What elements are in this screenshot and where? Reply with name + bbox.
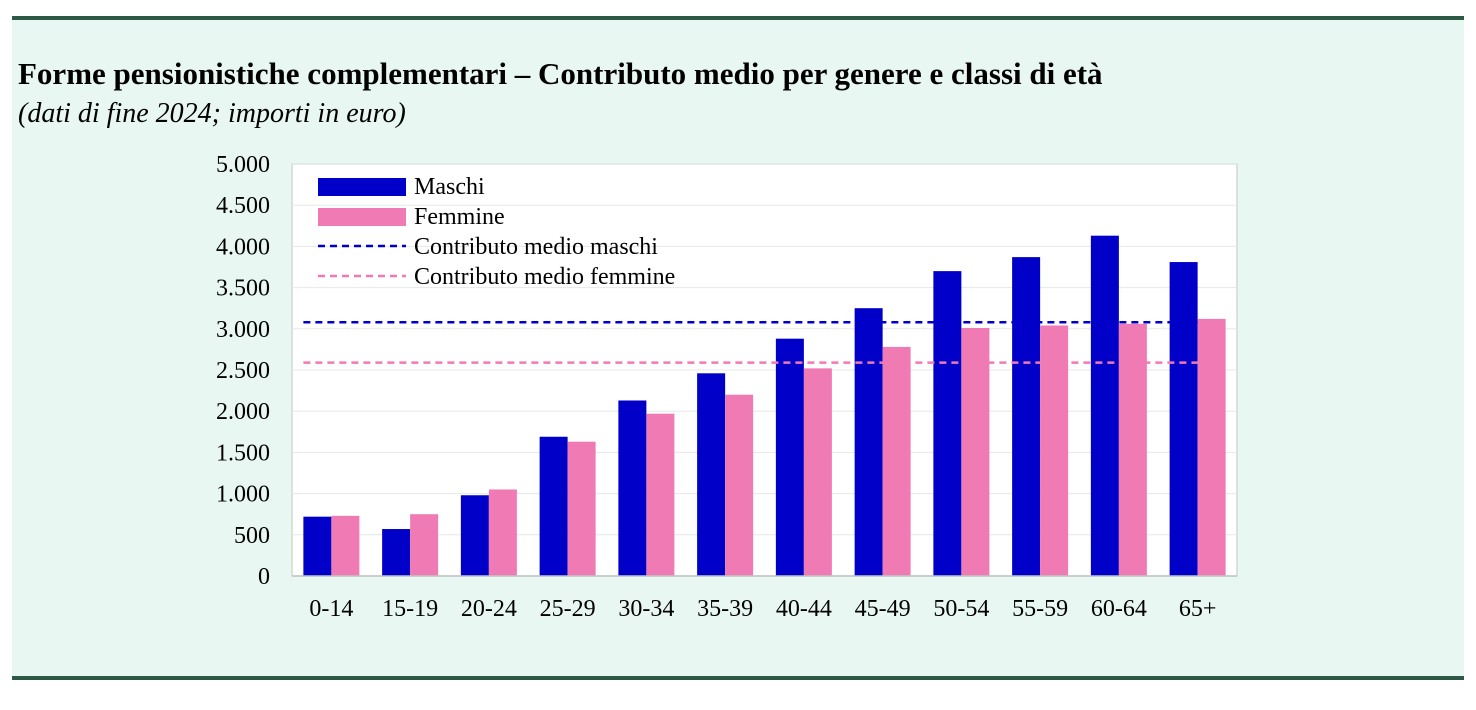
bar-femmine [882, 346, 911, 576]
y-tick-label: 2.500 [216, 358, 270, 384]
chart-subtitle: (dati di fine 2024; importi in euro) [18, 98, 406, 129]
bar-femmine [1040, 325, 1069, 576]
x-tick-label: 25-29 [540, 596, 596, 622]
bar-maschi [1012, 257, 1041, 576]
bar-femmine [410, 514, 439, 576]
x-tick-label: 35-39 [697, 596, 753, 622]
legend-maschi-swatch [318, 178, 406, 196]
legend-femmine-swatch [318, 208, 406, 226]
bar-maschi [539, 436, 568, 576]
y-tick-label: 0 [258, 564, 270, 590]
bar-maschi [382, 529, 411, 576]
legend-avg-femmine-label: Contributo medio femmine [414, 264, 675, 290]
chart-title: Forme pensionistiche complementari – Con… [18, 56, 1103, 91]
x-tick-label: 60-64 [1091, 596, 1147, 622]
y-tick-label: 4.000 [216, 234, 270, 260]
y-tick-label: 4.500 [216, 193, 270, 219]
y-tick-label: 3.000 [216, 317, 270, 343]
legend-maschi-label: Maschi [414, 174, 485, 200]
bars [303, 235, 1226, 577]
y-tick-label: 3.500 [216, 276, 270, 302]
x-tick-label: 50-54 [933, 596, 989, 622]
bar-femmine [331, 515, 360, 576]
bar-maschi [854, 308, 883, 576]
y-tick-label: 500 [234, 523, 270, 549]
y-tick-label: 1.000 [216, 482, 270, 508]
x-tick-label: 65+ [1179, 596, 1217, 622]
x-tick-label: 0-14 [309, 596, 353, 622]
bar-maschi [460, 495, 489, 576]
bar-femmine [1197, 318, 1226, 576]
bar-femmine [1118, 323, 1147, 576]
bar-maschi [775, 338, 804, 576]
x-tick-label: 15-19 [382, 596, 438, 622]
bar-maschi [618, 400, 647, 576]
legend-avg-maschi-label: Contributo medio maschi [414, 234, 658, 260]
reference-lines [303, 320, 1198, 364]
bar-maschi [1090, 235, 1119, 577]
legend-femmine-label: Femmine [414, 204, 505, 230]
x-tick-label: 30-34 [618, 596, 674, 622]
bar-femmine [803, 368, 832, 576]
x-tick-label: 20-24 [461, 596, 517, 622]
x-tick-label: 55-59 [1012, 596, 1068, 622]
gridlines [292, 163, 1237, 536]
x-axis: 0-14 15-19 20-24 25-29 30-34 35-39 40-44 45-49 5… [292, 575, 1237, 622]
bar-maschi [933, 271, 962, 576]
bar-femmine [646, 413, 675, 576]
legend: Maschi Femmine Contributo medio maschi Cont… [318, 174, 675, 290]
y-tick-label: 2.000 [216, 399, 270, 425]
bar-maschi [1169, 262, 1198, 576]
bar-femmine [961, 327, 990, 576]
y-tick-label: 1.500 [216, 440, 270, 466]
bar-maschi [697, 373, 726, 576]
bar-femmine [567, 441, 596, 576]
bar-femmine [725, 394, 754, 576]
bar-femmine [488, 489, 517, 576]
bar-maschi [303, 516, 332, 576]
x-tick-label: 40-44 [776, 596, 832, 622]
x-tick-label: 45-49 [855, 596, 911, 622]
y-tick-label: 5.000 [216, 152, 270, 178]
y-axis: 0 500 1.000 1.500 2.000 2.500 3.000 3.500 4.000 4… [216, 152, 270, 590]
